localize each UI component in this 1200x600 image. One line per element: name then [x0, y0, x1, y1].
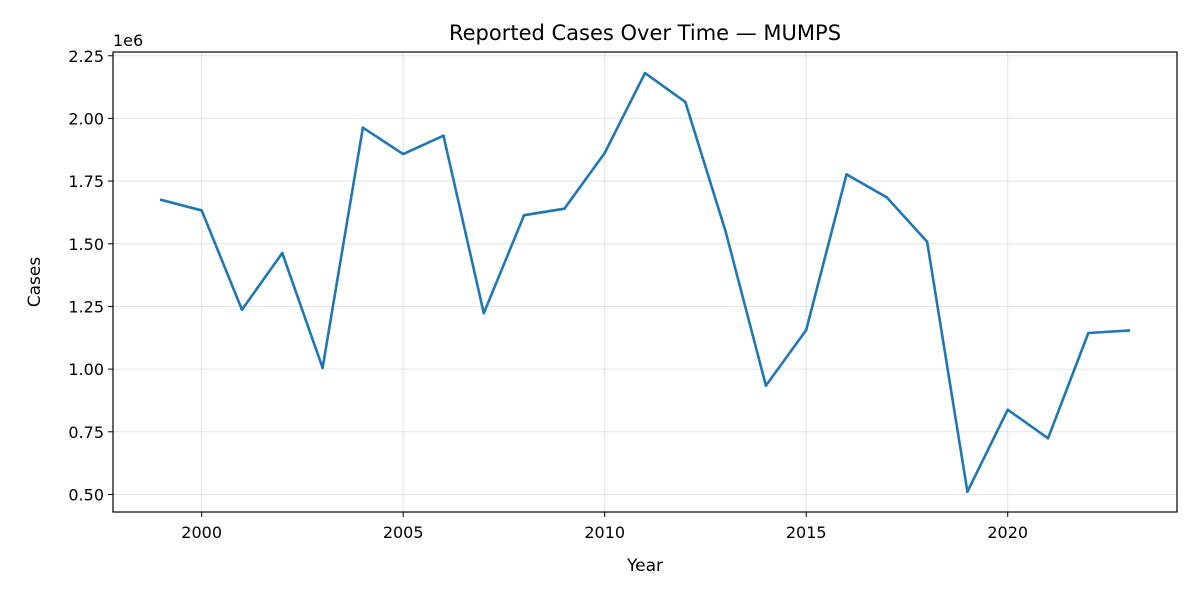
data-point — [1046, 436, 1050, 440]
y-tick-label: 1.50 — [68, 235, 104, 254]
data-point — [966, 490, 969, 493]
y-tick-label: 0.75 — [68, 423, 104, 442]
data-point — [804, 328, 808, 332]
x-tick-label: 2020 — [987, 523, 1028, 542]
series-layer — [159, 71, 1131, 493]
data-point — [401, 152, 405, 156]
data-point — [160, 198, 163, 202]
data-point — [321, 366, 324, 370]
data-point — [603, 151, 606, 155]
data-point — [361, 126, 365, 130]
x-tick-label: 2000 — [181, 523, 222, 542]
data-point — [522, 213, 526, 217]
data-point — [1087, 331, 1090, 335]
chart-title: Reported Cases Over Time — MUMPS — [449, 21, 841, 45]
data-point — [240, 308, 244, 312]
ticks: 2000 2005 2010 2015 2020 0.50 0.75 1.00 1.25 1.50… — [68, 47, 1028, 542]
data-point — [885, 196, 889, 199]
y-axis-label: Cases — [25, 257, 45, 308]
y-axis-offset-label: 1e6 — [113, 31, 143, 50]
data-point — [845, 173, 848, 176]
y-tick-label: 1.75 — [68, 172, 104, 191]
data-point — [442, 134, 445, 138]
x-tick-label: 2005 — [383, 523, 424, 542]
data-point — [724, 230, 727, 233]
data-point — [643, 71, 647, 75]
data-point — [684, 100, 687, 104]
grid — [113, 52, 1177, 512]
x-axis-label: Year — [626, 556, 663, 576]
y-tick-label: 2.25 — [68, 47, 104, 66]
y-tick-label: 0.50 — [68, 485, 104, 504]
data-point — [764, 384, 768, 387]
y-tick-label: 1.25 — [68, 297, 104, 316]
y-tick-label: 2.00 — [68, 109, 104, 128]
data-point — [200, 209, 203, 212]
data-point — [925, 240, 929, 244]
data-point — [482, 311, 486, 315]
y-tick-label: 1.00 — [68, 360, 104, 379]
x-tick-label: 2010 — [584, 523, 625, 542]
data-point — [280, 251, 284, 255]
data-point — [1127, 329, 1130, 332]
x-tick-label: 2015 — [786, 523, 827, 542]
data-point — [1006, 408, 1010, 412]
data-point — [563, 207, 566, 210]
plot-frame — [112, 51, 1178, 513]
